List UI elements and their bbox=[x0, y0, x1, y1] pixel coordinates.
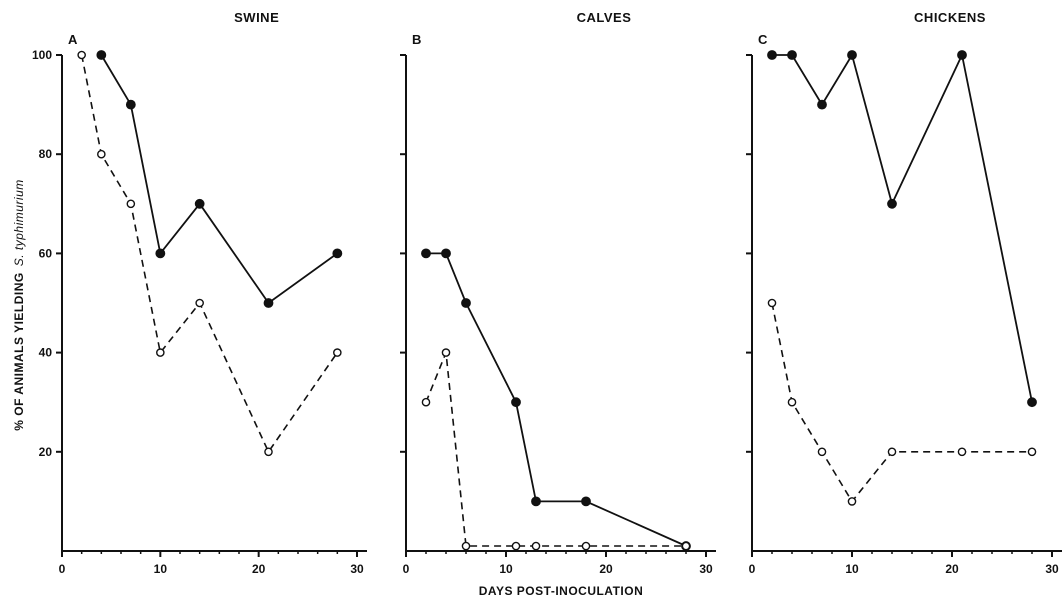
panel-a: 0 10 20 30 20 40 60 80 100 A SWINE bbox=[32, 10, 367, 576]
panel-title: SWINE bbox=[234, 10, 279, 25]
y-tick-label: 60 bbox=[39, 246, 53, 260]
data-point-open bbox=[847, 497, 857, 506]
data-point-filled bbox=[96, 50, 107, 60]
x-tick-label: 10 bbox=[845, 562, 859, 576]
series-line-solid bbox=[100, 54, 338, 305]
panel-letter: C bbox=[758, 32, 768, 47]
x-axis-title: DAYS POST-INOCULATION bbox=[479, 584, 644, 598]
y-axis-title: % OF ANIMALS YIELDING S. typhimurium bbox=[12, 179, 26, 431]
x-tick-label: 30 bbox=[350, 562, 364, 576]
y-tick-label: 100 bbox=[32, 48, 52, 62]
panel-b: 0 10 20 30 B CALVES bbox=[400, 10, 716, 576]
data-point-filled bbox=[847, 50, 857, 60]
x-tick-label: 20 bbox=[252, 562, 266, 576]
x-tick-label: 30 bbox=[1045, 562, 1059, 576]
data-point-open bbox=[264, 447, 273, 457]
x-tick-label: 0 bbox=[749, 562, 756, 576]
y-tick-label: 80 bbox=[39, 147, 53, 161]
data-point-open bbox=[461, 541, 471, 551]
data-point-filled bbox=[887, 198, 897, 209]
x-tick-label: 20 bbox=[945, 562, 959, 576]
data-point-filled bbox=[441, 248, 451, 259]
series-line-solid bbox=[772, 52, 1033, 403]
data-point-open bbox=[787, 397, 797, 407]
data-point-open bbox=[957, 447, 967, 457]
series-line-dashed bbox=[80, 54, 338, 454]
series-line-solid bbox=[426, 252, 687, 547]
data-point-filled bbox=[461, 298, 471, 308]
panel-letter: B bbox=[412, 32, 421, 47]
data-point-open bbox=[767, 298, 777, 308]
data-point-open bbox=[195, 298, 204, 308]
data-point-filled bbox=[817, 99, 827, 110]
data-point-filled bbox=[194, 198, 205, 209]
x-tick-label: 20 bbox=[599, 562, 613, 576]
x-tick-label: 0 bbox=[59, 562, 66, 576]
data-point-open bbox=[531, 541, 541, 551]
y-tick-label: 20 bbox=[39, 445, 53, 459]
data-point-open bbox=[156, 348, 165, 357]
data-point-filled bbox=[421, 248, 431, 259]
data-point-open bbox=[581, 541, 591, 551]
data-point-open bbox=[126, 199, 136, 209]
panel-title: CHICKENS bbox=[914, 10, 986, 25]
series-line-dashed bbox=[771, 302, 1032, 503]
data-point-filled bbox=[332, 248, 343, 259]
x-tick-label: 0 bbox=[403, 562, 410, 576]
panel-title: CALVES bbox=[577, 10, 632, 25]
data-point-filled bbox=[957, 50, 967, 60]
data-point-open bbox=[511, 541, 521, 551]
panel-c: 0 10 20 30 C CHICKENS bbox=[746, 10, 1062, 576]
series-line-dashed bbox=[425, 352, 686, 547]
data-point-filled bbox=[1027, 397, 1037, 408]
data-point-filled bbox=[581, 496, 591, 507]
data-point-open bbox=[333, 348, 342, 357]
data-point-filled bbox=[125, 99, 136, 110]
data-point-open bbox=[97, 149, 106, 159]
data-point-open bbox=[1027, 447, 1037, 457]
data-point-filled bbox=[263, 298, 274, 308]
data-point-open bbox=[681, 541, 691, 551]
data-point-open bbox=[817, 447, 827, 457]
data-point-open bbox=[77, 50, 86, 60]
data-point-open bbox=[887, 447, 897, 457]
data-point-open bbox=[421, 397, 431, 407]
data-point-filled bbox=[531, 496, 541, 507]
data-point-filled bbox=[767, 50, 777, 60]
x-tick-label: 30 bbox=[699, 562, 713, 576]
data-point-filled bbox=[155, 248, 166, 259]
y-tick-label: 40 bbox=[39, 346, 53, 360]
x-tick-label: 10 bbox=[154, 562, 168, 576]
panels: 0 10 20 30 20 40 60 80 100 A SWINE 0 10 20 30 B CALVES 0 1… bbox=[32, 10, 1062, 576]
y-axis-title-main: % OF ANIMALS YIELDING bbox=[12, 272, 26, 431]
data-point-filled bbox=[511, 397, 521, 408]
data-point-filled bbox=[787, 50, 797, 60]
data-point-open bbox=[441, 348, 451, 357]
y-axis-title-italic: S. typhimurium bbox=[12, 179, 26, 266]
panel-letter: A bbox=[68, 32, 78, 47]
x-tick-label: 10 bbox=[499, 562, 513, 576]
